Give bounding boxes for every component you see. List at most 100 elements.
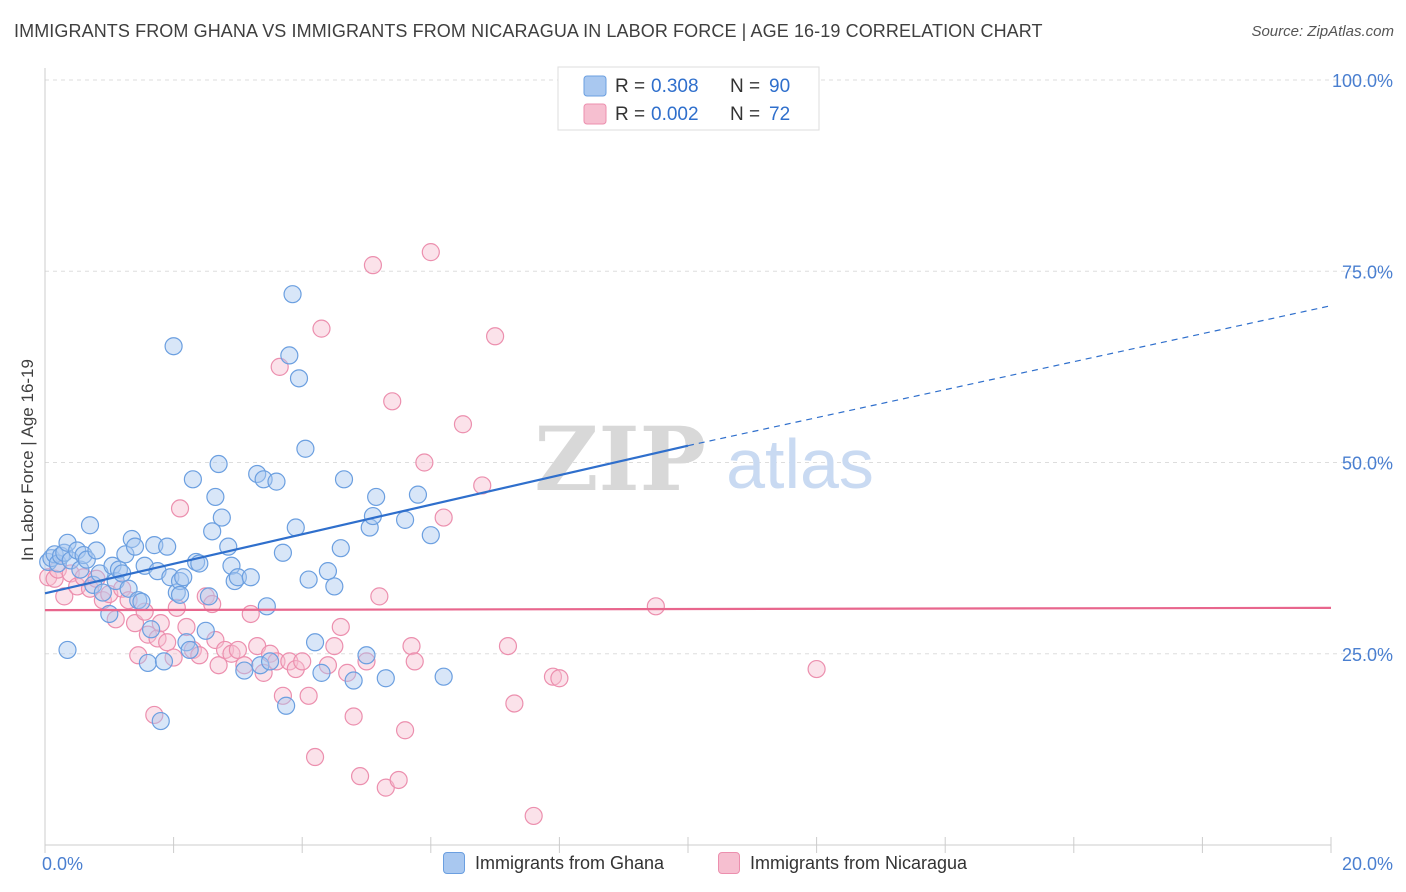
gridlines bbox=[45, 79, 1391, 655]
nicaragua-point bbox=[505, 694, 524, 713]
legend-nicaragua-n-label: N = bbox=[730, 104, 760, 125]
chart-source: Source: ZipAtlas.com bbox=[1251, 23, 1394, 40]
nicaragua-point bbox=[273, 686, 293, 705]
nicaragua-point bbox=[646, 597, 665, 616]
ghana-point bbox=[357, 646, 376, 665]
ghana-point bbox=[199, 587, 219, 606]
ghana-point bbox=[305, 633, 325, 652]
legend-item-nicaragua[interactable]: Immigrants from Nicaragua bbox=[718, 852, 967, 874]
watermark-atlas: atlas bbox=[726, 425, 874, 503]
x-tick-label: 20.0% bbox=[1342, 854, 1393, 874]
ghana-point bbox=[151, 711, 170, 731]
ghana-point bbox=[68, 541, 87, 560]
ghana-point bbox=[318, 562, 338, 581]
ghana-point bbox=[58, 533, 77, 552]
ghana-point bbox=[161, 568, 180, 587]
ghana-point bbox=[331, 539, 350, 558]
nicaragua-point bbox=[39, 568, 58, 587]
ghana-point bbox=[164, 337, 183, 356]
legend-ghana-r-label: R = bbox=[615, 76, 645, 97]
ghana-trend-line bbox=[44, 444, 689, 595]
ghana-point bbox=[116, 545, 135, 564]
nicaragua-point bbox=[138, 625, 157, 644]
legend-ghana-n-value: 90 bbox=[769, 76, 790, 97]
ghana-point bbox=[344, 671, 363, 690]
ghana-point bbox=[235, 661, 254, 680]
nicaragua-point bbox=[325, 636, 344, 656]
nicaragua-point bbox=[421, 243, 440, 262]
nicaragua-point bbox=[151, 614, 170, 633]
ghana-point bbox=[196, 621, 215, 640]
legend-nicaragua-swatch bbox=[583, 103, 607, 125]
ghana-point bbox=[167, 583, 186, 602]
legend-ghana-r-value: 0.308 bbox=[651, 76, 699, 97]
ghana-point bbox=[132, 592, 151, 611]
legend-item-ghana[interactable]: Immigrants from Ghana bbox=[443, 852, 664, 874]
nicaragua-point bbox=[350, 767, 370, 786]
ghana-point bbox=[257, 597, 276, 616]
ghana-point bbox=[180, 640, 199, 660]
nicaragua-point bbox=[206, 630, 225, 650]
ghana-point bbox=[312, 663, 331, 682]
ghana-point bbox=[408, 485, 428, 504]
watermark: ZIP atlas bbox=[534, 407, 874, 511]
nicaragua-point bbox=[228, 640, 247, 660]
nicaragua-point bbox=[148, 629, 167, 648]
y-tick-label: 75.0% bbox=[1342, 262, 1393, 282]
nicaragua-point bbox=[389, 770, 408, 790]
nicaragua-point bbox=[344, 707, 363, 726]
nicaragua-point bbox=[158, 633, 177, 652]
ghana-point bbox=[174, 568, 193, 587]
y-tick-label: 100.0% bbox=[1332, 71, 1393, 91]
ghana-point bbox=[367, 487, 386, 507]
y-tick-labels: 25.0% 50.0% 75.0% 100.0% bbox=[1332, 71, 1393, 665]
legend-nicaragua-n-value: 72 bbox=[769, 104, 790, 125]
legend-nicaragua-r-value: 0.002 bbox=[651, 104, 699, 125]
nicaragua-point bbox=[293, 652, 312, 671]
ghana-point bbox=[421, 526, 440, 545]
nicaragua-point bbox=[305, 747, 325, 767]
ghana-point bbox=[289, 369, 309, 388]
nicaragua-point bbox=[486, 327, 505, 346]
chart-title: IMMIGRANTS FROM GHANA VS IMMIGRANTS FROM… bbox=[14, 21, 1043, 41]
nicaragua-point bbox=[453, 415, 473, 434]
ghana-point bbox=[299, 570, 318, 589]
nicaragua-point bbox=[807, 659, 826, 679]
nicaragua-point bbox=[415, 453, 434, 472]
ghana-point bbox=[100, 604, 119, 624]
x-tick-labels: 0.0% 20.0% bbox=[42, 854, 1393, 874]
ghana-point bbox=[203, 522, 222, 541]
ghana-point bbox=[260, 652, 280, 671]
nicaragua-point bbox=[434, 508, 453, 527]
nicaragua-point bbox=[177, 617, 196, 637]
ghana-point bbox=[141, 620, 161, 639]
ghana-point bbox=[296, 439, 315, 458]
nicaragua-point bbox=[498, 636, 518, 656]
nicaragua-point bbox=[331, 617, 350, 637]
nicaragua-point bbox=[357, 652, 376, 671]
x-tick-label: 0.0% bbox=[42, 854, 83, 874]
ghana-point bbox=[77, 550, 96, 569]
legend-ghana-swatch-bottom bbox=[443, 852, 465, 874]
legend-nicaragua-r-label: R = bbox=[615, 104, 645, 125]
ghana-point bbox=[58, 640, 77, 660]
ghana-point bbox=[158, 537, 177, 556]
correlation-legend: R = 0.308 N = 90 R = 0.002 N = 72 bbox=[557, 66, 820, 131]
nicaragua-trend-line bbox=[44, 606, 1332, 612]
watermark-zip: ZIP bbox=[534, 407, 706, 511]
ghana-point bbox=[273, 543, 293, 562]
nicaragua-point bbox=[129, 646, 148, 665]
ghana-point bbox=[434, 667, 453, 686]
nicaragua-point bbox=[170, 499, 190, 518]
ghana-point bbox=[280, 346, 299, 365]
ghana-point bbox=[154, 652, 174, 671]
nicaragua-point bbox=[241, 604, 260, 624]
nicaragua-point bbox=[135, 602, 154, 621]
ghana-point bbox=[222, 556, 241, 575]
ghana-point bbox=[277, 696, 296, 715]
ghana-point bbox=[138, 653, 157, 673]
ghana-point bbox=[376, 669, 395, 688]
nicaragua-point bbox=[383, 392, 402, 411]
ghana-point bbox=[395, 510, 415, 529]
